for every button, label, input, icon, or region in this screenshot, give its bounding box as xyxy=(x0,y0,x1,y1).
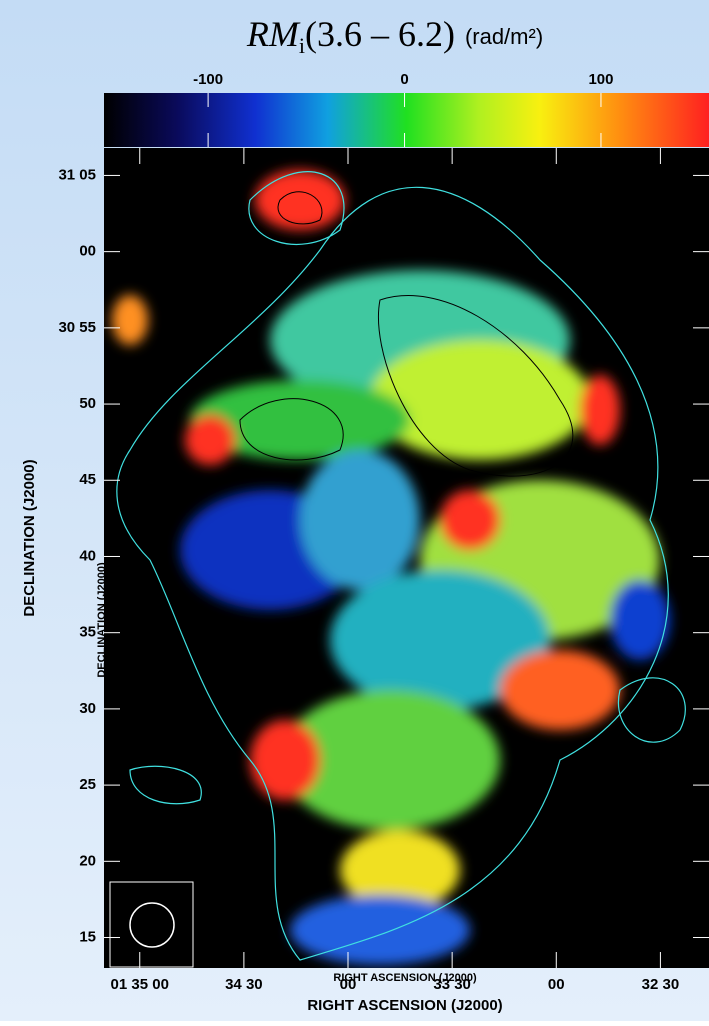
y-tick-label: 15 xyxy=(79,928,96,945)
colorbar xyxy=(104,93,709,147)
x-tick-label: 33 30 xyxy=(433,976,471,993)
x-tick-label: 00 xyxy=(340,976,357,993)
inset-ylabel: DECLINATION (J2000) xyxy=(96,562,108,678)
y-tick-label: 30 xyxy=(79,700,96,717)
colorbar-tick-label: 0 xyxy=(400,71,408,88)
x-tick-label: 01 35 00 xyxy=(111,976,169,993)
y-tick-label: 35 xyxy=(79,624,96,641)
x-tick-label: 34 30 xyxy=(225,976,263,993)
x-axis-label: RIGHT ASCENSION (J2000) xyxy=(307,997,502,1014)
colorbar-tick-label: -100 xyxy=(193,71,223,88)
figure: RMi(3.6 – 6.2)(rad/m²) DECLINATION (J200 xyxy=(0,0,709,1021)
x-tick-label: 00 xyxy=(548,976,565,993)
colorbar-tick-label: 100 xyxy=(588,71,613,88)
y-tick-label: 20 xyxy=(79,852,96,869)
y-tick-label: 40 xyxy=(79,547,96,564)
y-tick-label: 50 xyxy=(79,395,96,412)
y-axis-label: DECLINATION (J2000) xyxy=(21,459,38,616)
title-main: RM xyxy=(246,14,301,54)
y-tick-label: 25 xyxy=(79,776,96,793)
y-tick-label: 30 55 xyxy=(58,319,96,336)
y-tick-label: 31 05 xyxy=(58,166,96,183)
y-tick-label: 00 xyxy=(79,243,96,260)
x-tick-label: 32 30 xyxy=(642,976,680,993)
title-args: (3.6 – 6.2) xyxy=(305,14,455,54)
y-tick-label: 45 xyxy=(79,471,96,488)
units: (rad/m²) xyxy=(465,24,543,49)
